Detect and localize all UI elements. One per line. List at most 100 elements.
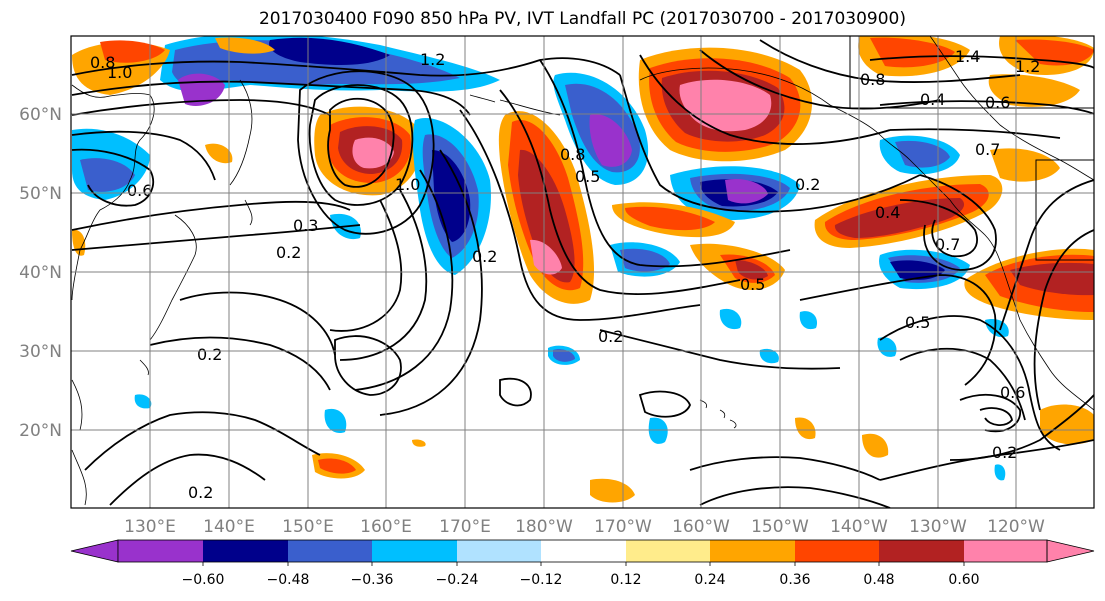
colorbar-tick-label: 0.60 [948,572,979,588]
map-frame [70,35,1095,509]
contour-label: 0.2 [276,243,301,262]
contour-line [71,57,621,77]
islands-coastline [71,199,253,506]
pos-anomaly-shape [988,74,1080,107]
contour-label: 1.0 [395,175,420,194]
contour-line [71,130,216,181]
neg-anomaly-shape [205,143,233,164]
neg-anomaly-shape [269,37,390,66]
contour-line [71,80,471,116]
colorbar: −0.60 −0.48 −0.36 −0.24 −0.12 0.12 0.24 … [70,539,1095,588]
contour-line [71,224,361,251]
map-title: 2017030400 F090 850 hPa PV, IVT Landfall… [258,9,906,29]
neg-anomaly-shape [553,349,575,362]
neg-anomaly-shape [589,114,632,167]
pos-anomaly-shape [352,137,394,169]
contour-line [979,407,1013,426]
contour-line [759,39,1021,83]
contour-line [619,74,921,213]
pos-anomaly-shape [679,79,772,132]
asia-coastline [71,84,155,301]
contour-label: 0.2 [472,247,497,266]
canada-coastline [929,36,1094,181]
contour-line [799,274,997,386]
contour-line [599,329,841,370]
contour-label: 0.2 [795,175,820,194]
neg-anomaly-shape [877,337,897,357]
pos-anomaly-shape [590,478,635,503]
contour-label: 0.8 [860,70,885,89]
neg-anomaly-shape [134,394,152,409]
pos-anomaly-shape [530,239,562,275]
contour-line [339,189,428,361]
lat-label: 60°N [19,105,62,125]
pos-anomaly-shape [648,417,668,444]
contour-label: 0.7 [975,140,1000,159]
contour-label: 0.6 [1000,383,1025,402]
colorbar-tick-label: −0.36 [351,572,394,588]
neg-anomaly-shape [799,311,818,330]
lon-label: 180°W [515,517,573,537]
contour-line [919,174,997,271]
neg-anomaly-shape [719,308,742,330]
colorbar-swatch [457,540,541,562]
colorbar-max-extension [1046,539,1095,563]
inset-frame [1035,159,1094,261]
contour-label: 0.5 [905,313,930,332]
contour-line [638,390,691,418]
lon-label: 140°W [830,517,888,537]
lat-label: 30°N [19,342,62,362]
neg-anomaly-shape [895,140,950,168]
contour-label: 0.8 [560,145,585,164]
pos-anomaly-shape [100,40,165,63]
contour-label: 1.0 [107,63,132,82]
contour-line [699,49,941,110]
lon-label: 120°W [987,517,1045,537]
pv-contours [71,39,1094,508]
contour-label: 0.4 [920,90,945,109]
pos-anomaly-shape [870,37,955,68]
lat-label: 40°N [19,263,62,283]
neg-anomaly-shape [80,158,135,192]
lon-label: 170°W [594,517,652,537]
contour-line [699,486,891,508]
lon-label: 150°W [751,517,809,537]
lat-label: 20°N [19,421,62,441]
colorbar-tick-label: −0.60 [182,572,225,588]
contour-line [689,456,881,481]
pos-anomaly-shape [834,198,965,238]
colorbar-tick-label: −0.12 [520,572,563,588]
contour-line [539,59,791,268]
colorbar-tick-label: 0.36 [779,572,810,588]
contour-label: 0.4 [875,203,900,222]
neg-anomaly-shape [324,408,347,434]
colorbar-swatch [879,540,964,562]
contour-label: 1.4 [955,47,980,66]
colorbar-swatch [203,540,288,562]
contour-line [879,315,1061,451]
neg-anomaly-shape [890,260,945,280]
bc-coastline [949,199,1094,411]
neg-anomaly-shape [432,150,471,242]
contour-line [889,128,1061,139]
colorbar-swatch [541,540,626,562]
pos-anomaly-shape [795,417,816,440]
lon-label: 140°E [203,517,255,537]
pos-anomaly-shape [990,148,1060,182]
pos-anomaly-shape [318,458,356,474]
contour-line [869,55,1094,69]
contour-line [354,169,454,391]
pos-anomaly-shape [518,149,575,283]
colorbar-swatch [372,540,457,562]
contour-line [297,70,435,235]
contour-labels: 0.8 1.0 1.2 1.4 0.6 0.4 0.3 0.2 0.5 0.7 … [90,47,1040,502]
inset-frame [849,36,1094,109]
colorbar-swatch [626,540,710,562]
longitude-labels: 130°E 140°E 150°E 160°E 170°E 180°W 170°… [124,517,1045,537]
contour-line [71,148,155,207]
latitude-labels: 60°N 50°N 40°N 30°N 20°N [19,105,62,441]
contour-label: 0.8 [90,53,115,72]
contour-label: 0.2 [197,345,222,364]
contour-label: 0.7 [935,235,960,254]
lon-label: 130°E [124,517,176,537]
